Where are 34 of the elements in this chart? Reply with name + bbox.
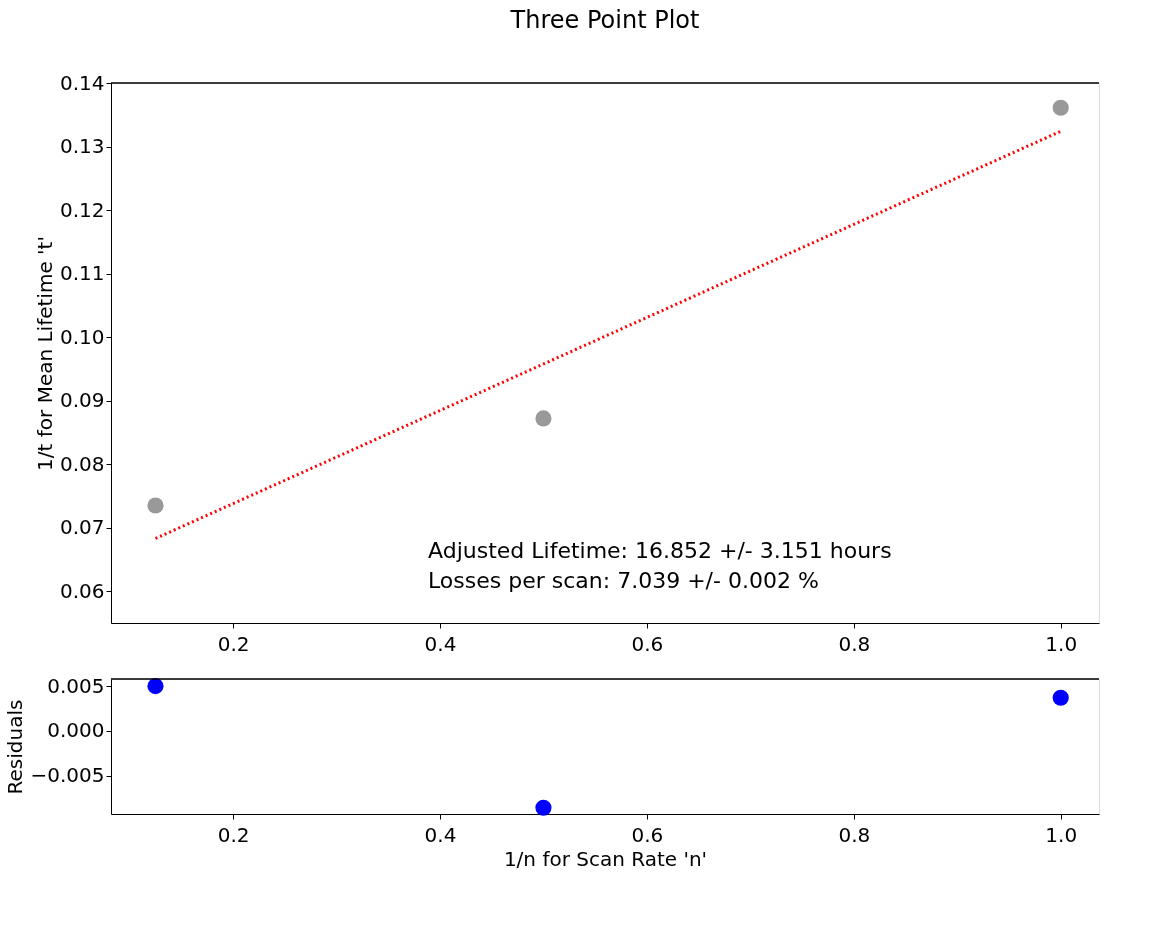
x-tick-label: 0.8 [838,631,871,656]
x-tick-label: 0.4 [424,822,457,847]
y-tick-label: −0.005 [30,763,105,788]
x-tick-label: 1.0 [1045,631,1078,656]
y-tick-label: 0.10 [59,324,105,349]
x-axis-title: 1/n for Scan Rate 'n' [503,846,708,871]
y-tick-label: 0.12 [59,197,105,222]
y-tick-label: 0.13 [59,134,105,159]
y-tick-label: 0.07 [59,515,105,540]
x-tick-label: 0.4 [424,631,457,656]
point [147,497,164,514]
y-tick-label: 0.09 [59,388,105,413]
y-tick-label: 0.14 [59,70,105,95]
point [147,678,164,695]
point [1052,99,1069,116]
x-tick-label: 0.6 [631,631,664,656]
annotation: Losses per scan: 7.039 +/- 0.002 % [428,568,819,593]
y-tick-label: 0.08 [59,451,105,476]
x-tick-label: 1.0 [1045,822,1078,847]
y-tick-label: 0.11 [59,261,105,286]
y-tick-label: 0.005 [47,673,105,698]
y-axis-title: 1/t for Mean Lifetime 't' [32,236,57,471]
point [535,799,552,816]
x-tick-label: 0.2 [217,822,250,847]
y-tick-label: 0.000 [47,718,105,743]
x-tick-label: 0.6 [631,822,664,847]
y-tick-label: 0.06 [59,578,105,603]
x-tick-label: 0.2 [217,631,250,656]
point [1052,689,1069,706]
y-axis-title: Residuals [3,699,28,795]
x-tick-label: 0.8 [838,822,871,847]
point [535,410,552,427]
annotation: Adjusted Lifetime: 16.852 +/- 3.151 hours [428,538,892,563]
chart-title: Three Point Plot [509,6,700,34]
